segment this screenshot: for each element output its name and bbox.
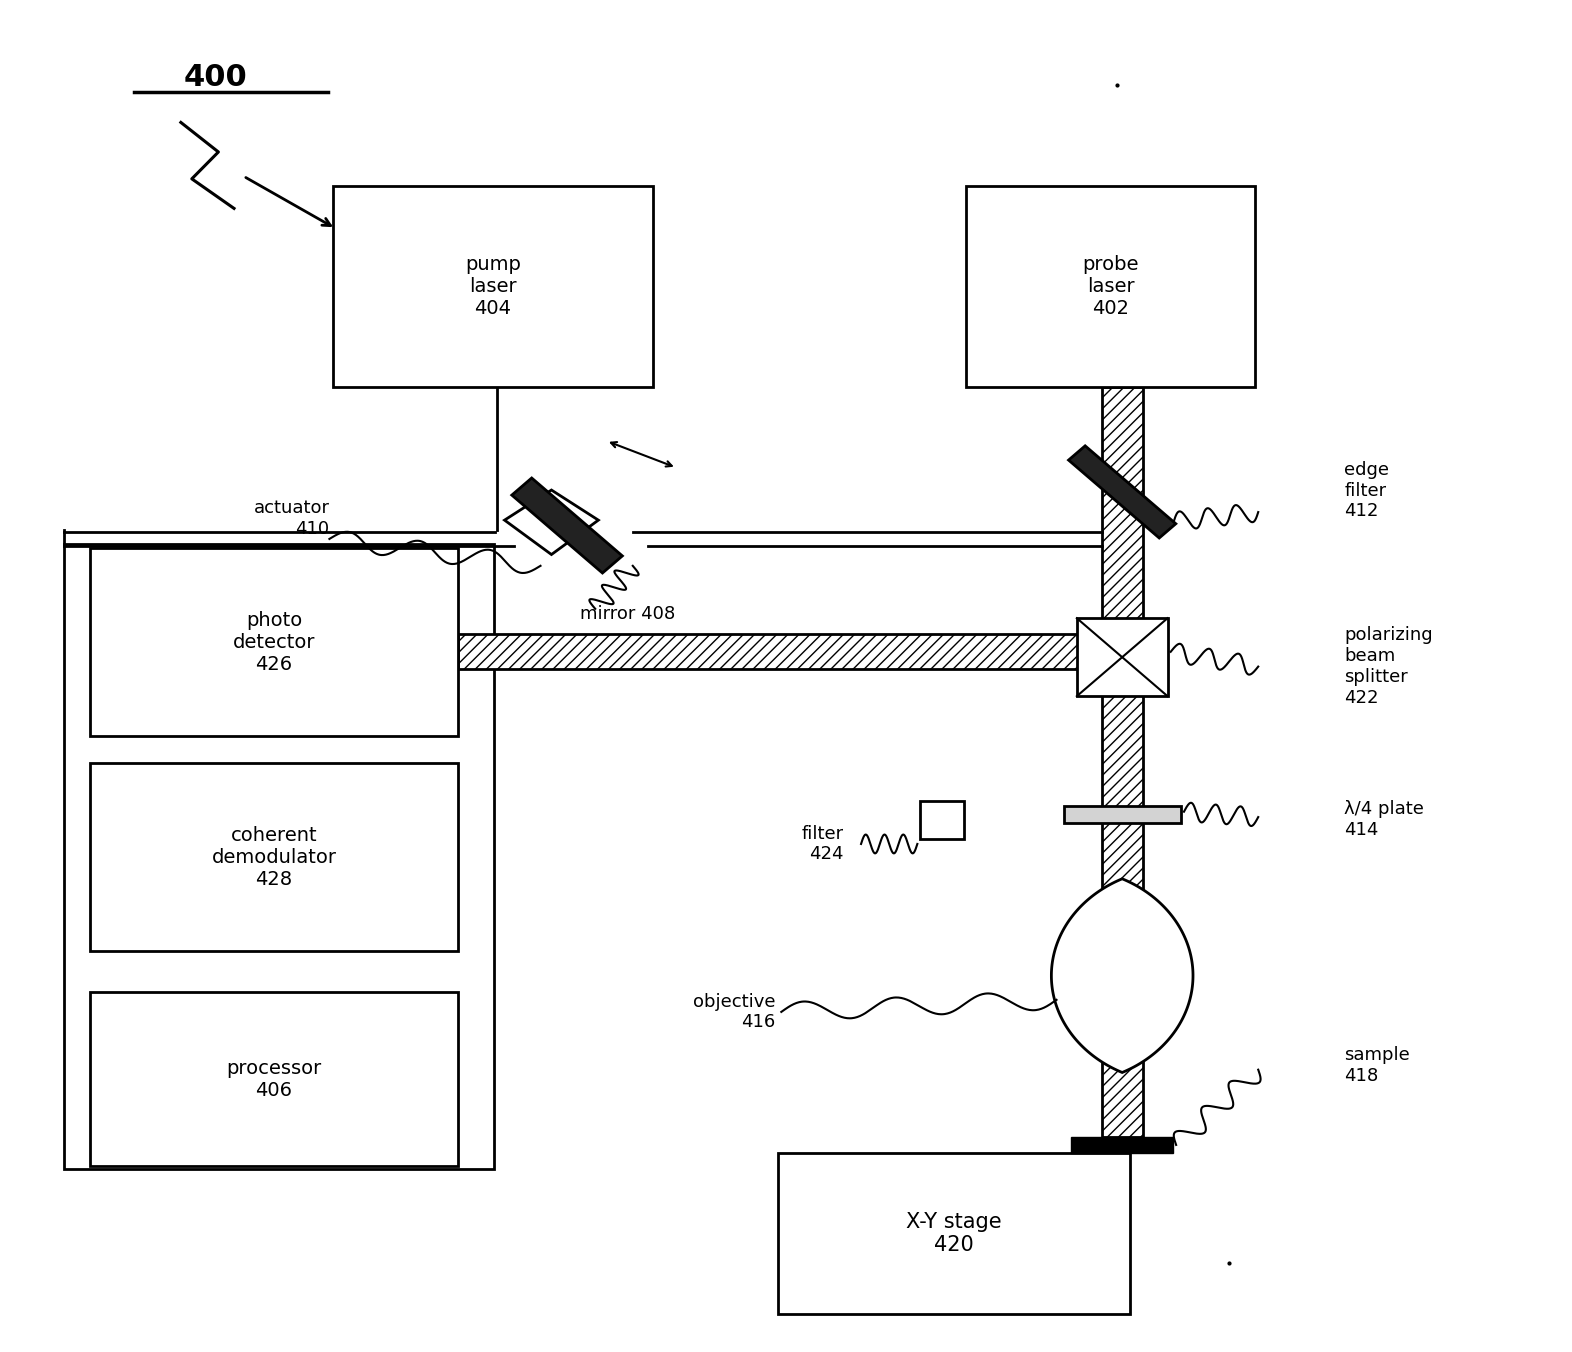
Text: filter
424: filter 424 [802, 825, 844, 864]
Text: actuator
410: actuator 410 [253, 499, 330, 538]
Bar [63, 545, 494, 1169]
Bar [90, 549, 457, 737]
Bar [457, 634, 1102, 669]
Text: sample
418: sample 418 [1344, 1046, 1410, 1086]
Text: processor
406: processor 406 [226, 1059, 322, 1099]
Bar [965, 185, 1254, 387]
Text: X-Y stage
420: X-Y stage 420 [907, 1211, 1001, 1255]
Bar [90, 992, 457, 1167]
Bar [778, 1153, 1130, 1314]
Polygon shape [1052, 879, 1193, 1072]
Text: objective
416: objective 416 [693, 992, 775, 1032]
Text: λ/4 plate
414: λ/4 plate 414 [1344, 800, 1424, 840]
Text: polarizing
beam
splitter
422: polarizing beam splitter 422 [1344, 626, 1432, 707]
Bar [1072, 1137, 1173, 1153]
Polygon shape [505, 489, 599, 554]
Bar [921, 800, 964, 838]
Polygon shape [1069, 446, 1176, 538]
Bar [1102, 387, 1143, 1137]
Bar [333, 185, 652, 387]
Text: 400: 400 [184, 62, 247, 92]
Text: probe
laser
402: probe laser 402 [1082, 254, 1138, 318]
Text: coherent
demodulator
428: coherent demodulator 428 [211, 826, 336, 888]
Text: mirror 408: mirror 408 [580, 604, 674, 623]
Bar [1064, 806, 1181, 823]
Bar [90, 764, 457, 952]
Text: photo
detector
426: photo detector 426 [233, 611, 314, 673]
Bar [1077, 618, 1168, 696]
Text: pump
laser
404: pump laser 404 [465, 254, 520, 318]
Text: edge
filter
412: edge filter 412 [1344, 461, 1390, 521]
Polygon shape [512, 479, 623, 573]
